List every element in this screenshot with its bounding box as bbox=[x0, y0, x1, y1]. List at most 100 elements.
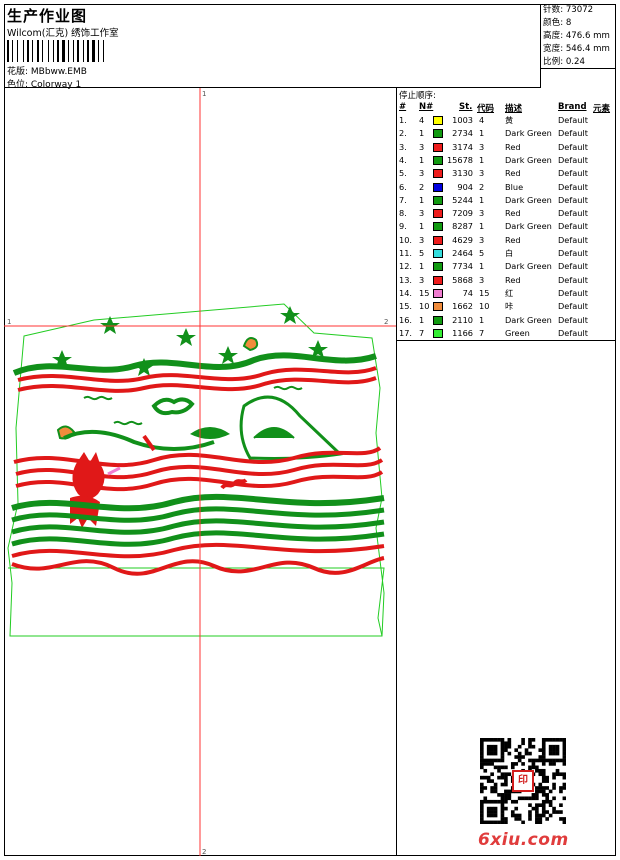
qr-module bbox=[486, 744, 491, 749]
qr-module bbox=[490, 738, 494, 742]
qr-module bbox=[490, 820, 494, 824]
row-code: 1 bbox=[479, 314, 485, 325]
qr-module bbox=[524, 796, 529, 801]
qr-module bbox=[500, 738, 505, 742]
row-needle: 3 bbox=[419, 168, 425, 179]
qr-module bbox=[548, 789, 553, 794]
row-needle: 10 bbox=[419, 301, 430, 312]
row-code: 3 bbox=[479, 234, 485, 245]
row-description: Dark Green bbox=[505, 221, 552, 232]
qr-module bbox=[517, 758, 522, 763]
qr-module bbox=[528, 738, 532, 742]
qr-module bbox=[541, 748, 546, 752]
qr-module bbox=[480, 817, 484, 821]
qr-module bbox=[562, 820, 566, 824]
table-row: 9. 1 8287 1 Dark Green Default bbox=[397, 220, 617, 233]
barcode-bar bbox=[32, 40, 33, 62]
qr-module bbox=[552, 786, 556, 790]
qr-module bbox=[545, 758, 549, 763]
row-index: 3. bbox=[399, 141, 407, 152]
row-index: 15. bbox=[399, 301, 413, 312]
qr-module bbox=[531, 806, 536, 811]
qr-module bbox=[493, 789, 498, 794]
qr-module bbox=[562, 817, 566, 821]
qr-module bbox=[538, 748, 543, 752]
row-brand: Default bbox=[558, 234, 588, 245]
qr-module bbox=[531, 793, 536, 797]
qr-module bbox=[541, 779, 546, 783]
qr-module bbox=[486, 806, 491, 811]
row-stitches: 74 bbox=[462, 287, 473, 298]
row-stitches: 3174 bbox=[452, 141, 473, 152]
color-swatch bbox=[433, 262, 443, 272]
row-stitches: 2110 bbox=[452, 314, 473, 325]
qr-module bbox=[500, 741, 505, 746]
qr-module bbox=[535, 820, 539, 824]
qr-module bbox=[517, 751, 522, 756]
row-stitches: 5244 bbox=[452, 194, 473, 205]
col-brand-header: Brand bbox=[558, 102, 587, 112]
stitch-count: 针数: 73072 bbox=[543, 5, 594, 15]
qr-module bbox=[528, 741, 532, 746]
qr-module bbox=[500, 782, 505, 787]
qr-module bbox=[555, 738, 560, 742]
whale bbox=[239, 395, 344, 460]
qr-module bbox=[514, 748, 519, 752]
qr-module bbox=[486, 799, 491, 804]
qr-module bbox=[552, 772, 556, 777]
qr-module bbox=[507, 793, 512, 797]
row-needle: 3 bbox=[419, 274, 425, 285]
qr-module bbox=[559, 738, 563, 742]
qr-module bbox=[480, 748, 484, 752]
qr-module bbox=[480, 799, 484, 804]
qr-module bbox=[486, 820, 491, 824]
qr-module bbox=[559, 810, 563, 814]
qr-module bbox=[535, 758, 539, 763]
qr-module bbox=[528, 758, 532, 763]
row-stitches: 1166 bbox=[452, 327, 473, 338]
qr-module bbox=[562, 738, 566, 742]
table-row: 13. 3 5868 3 Red Default bbox=[397, 274, 617, 287]
qr-module bbox=[521, 762, 525, 766]
row-description: Blue bbox=[505, 181, 524, 192]
color-swatch bbox=[433, 142, 443, 152]
qr-module bbox=[535, 793, 539, 797]
qr-module bbox=[507, 741, 512, 746]
qr-module bbox=[507, 789, 512, 794]
row-index: 17. bbox=[399, 327, 413, 338]
barcode-bar bbox=[53, 40, 54, 62]
qr-module bbox=[535, 803, 539, 807]
color-swatch bbox=[433, 288, 443, 298]
barcode-bar bbox=[23, 40, 24, 62]
qr-module bbox=[493, 751, 498, 756]
qr-module bbox=[486, 751, 491, 756]
qr-module bbox=[535, 786, 539, 790]
design-width: 宽度: 546.4 mm bbox=[543, 44, 610, 54]
qr-module bbox=[480, 762, 484, 766]
qr-module bbox=[500, 775, 505, 780]
qr-module bbox=[538, 772, 543, 777]
row-brand: Default bbox=[558, 314, 588, 325]
qr-module bbox=[541, 799, 546, 804]
table-row: 7. 1 5244 1 Dark Green Default bbox=[397, 194, 617, 207]
qr-module bbox=[480, 755, 484, 759]
qr-module bbox=[548, 738, 553, 742]
qr-module bbox=[504, 796, 508, 801]
row-brand: Default bbox=[558, 221, 588, 232]
qr-module bbox=[500, 758, 505, 763]
qr-module bbox=[538, 755, 543, 759]
qr-module bbox=[483, 786, 488, 790]
watermark-logo: 6xiu.com bbox=[478, 830, 569, 850]
color-swatch bbox=[433, 275, 443, 285]
qr-module bbox=[541, 813, 546, 818]
row-index: 6. bbox=[399, 181, 407, 192]
qr-module bbox=[500, 751, 505, 756]
qr-module bbox=[500, 772, 505, 777]
barcode-bar bbox=[98, 40, 99, 62]
barcode-bar bbox=[7, 40, 9, 62]
qr-module bbox=[504, 817, 508, 821]
qr-module bbox=[504, 820, 508, 824]
qr-module bbox=[538, 820, 543, 824]
qr-module bbox=[528, 751, 532, 756]
qr-module bbox=[552, 748, 556, 752]
